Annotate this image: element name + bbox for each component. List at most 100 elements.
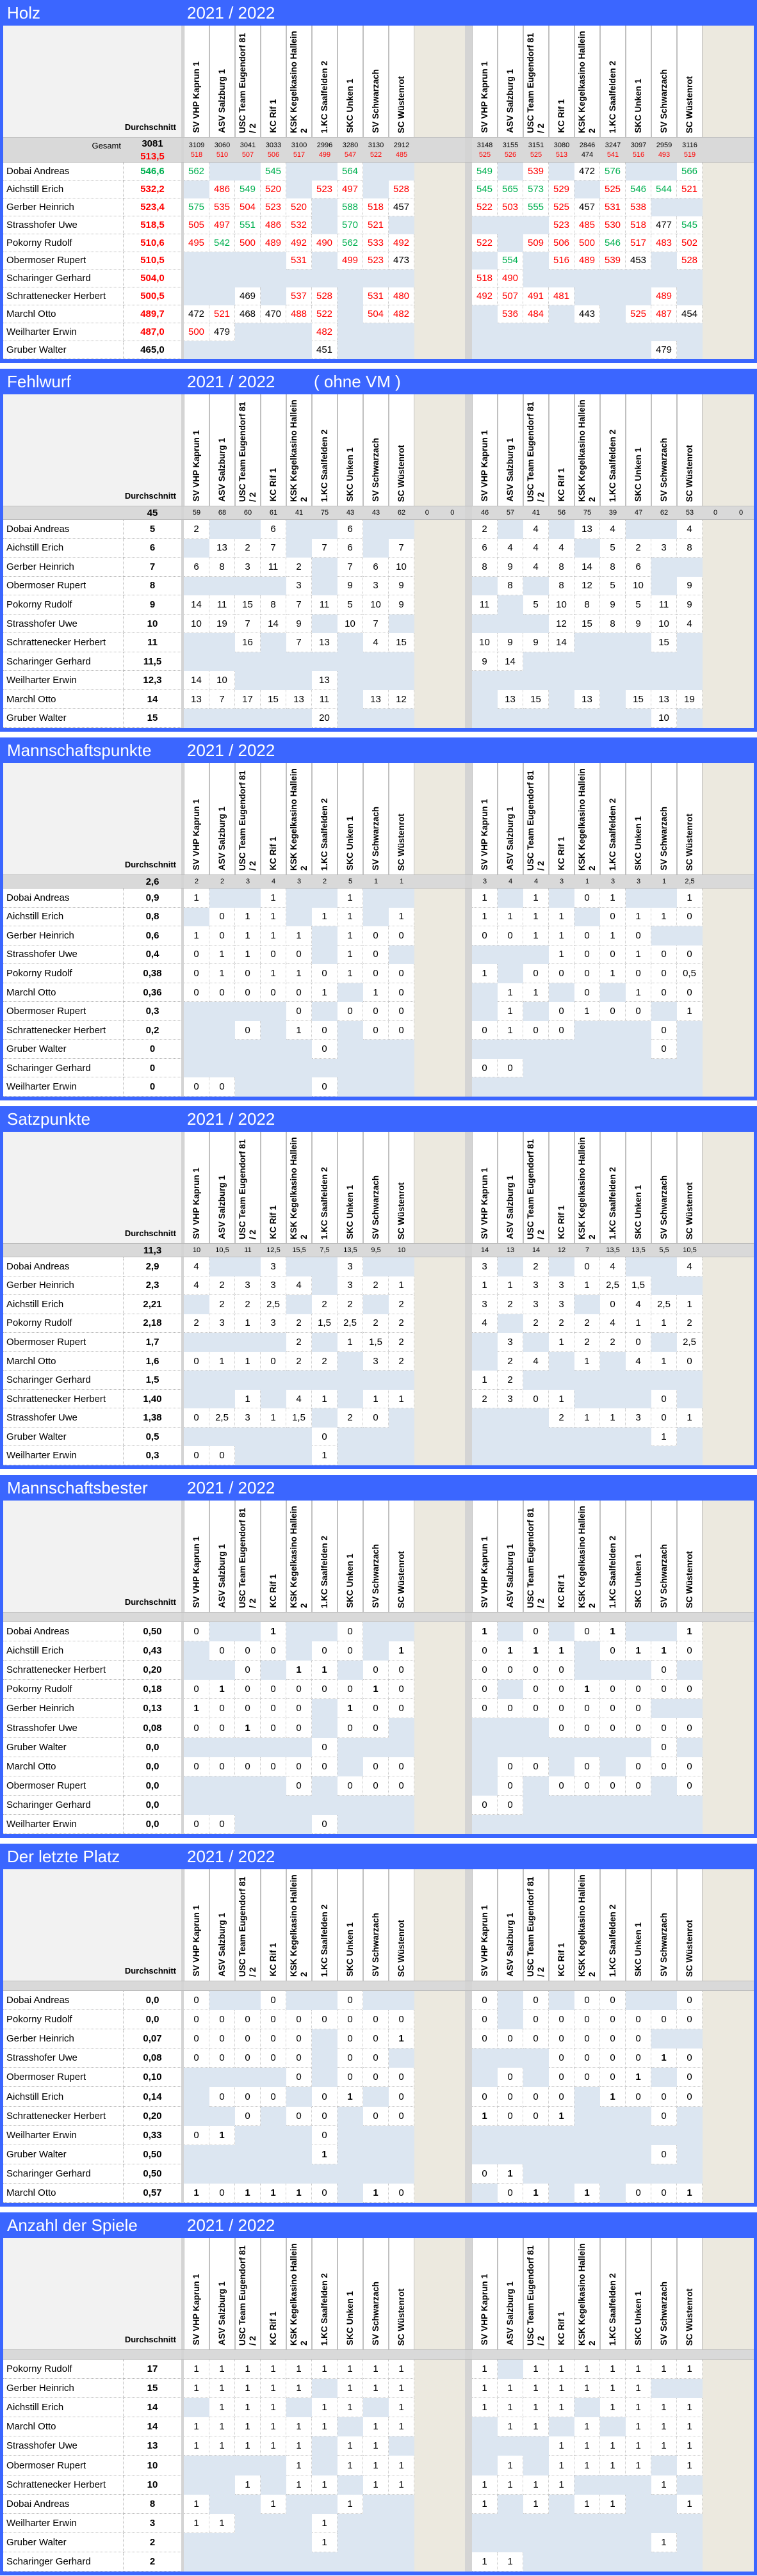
- empty-cell: [677, 2532, 703, 2552]
- team-total-value: 9,5: [371, 1246, 381, 1254]
- team-total-value: 11: [244, 1246, 252, 1254]
- result-cell: 0: [523, 1991, 549, 2011]
- season-label: 2021 / 2022: [187, 3, 275, 22]
- player-row: Obermoser Rupert 0,3 0 0 0 0 1 0 1 0 0 1: [3, 1002, 754, 1021]
- spacer: [703, 983, 754, 1002]
- team-average-value: 499: [318, 150, 331, 159]
- team-total-value: 2959: [656, 141, 672, 149]
- team-total: 13: [498, 1244, 523, 1257]
- result-cell: 0: [523, 1699, 549, 1719]
- spacer: [703, 671, 754, 690]
- result-cell: 1: [338, 889, 363, 908]
- team-name: ASV Salzburg 1: [505, 69, 515, 133]
- half-separator: [465, 2145, 472, 2164]
- team-name: ASV Salzburg 1: [217, 1544, 227, 1608]
- empty-cell: [549, 1622, 574, 1642]
- team-name: KC Rif 1: [268, 99, 278, 133]
- column-separator: [181, 671, 184, 690]
- first-round-team-header: 1.KC Saalfelden 2: [312, 2238, 338, 2349]
- half-separator: [465, 964, 472, 983]
- empty-cell: [498, 1680, 523, 1700]
- player-name: Marchl Otto: [3, 305, 124, 324]
- result-cell: 1: [312, 2532, 338, 2552]
- result-cell: 0: [523, 1622, 549, 1642]
- team-total-value: 3: [297, 878, 302, 885]
- spacer: [414, 1446, 465, 1466]
- player-average: 6: [124, 539, 181, 558]
- team-name: KSK Kegelkasino Hallein 2: [289, 768, 309, 871]
- second-round-team-header: USC Team Eugendorf 81 / 2: [523, 394, 549, 506]
- result-cell: 1: [677, 1622, 703, 1642]
- team-total-value: 60: [243, 509, 252, 517]
- empty-cell: [184, 633, 209, 652]
- header-label-area: Durchschnitt: [3, 2238, 181, 2349]
- result-cell: 4: [549, 538, 574, 558]
- result-cell: 0: [574, 1991, 600, 2011]
- empty-cell: [184, 341, 209, 359]
- result-cell: 1: [549, 2475, 574, 2495]
- result-cell: 0: [600, 2049, 626, 2068]
- column-separator: [181, 1869, 184, 1981]
- result-cell: 0: [235, 1020, 261, 1040]
- column-separator: [181, 305, 184, 324]
- team-total: 2: [184, 875, 209, 888]
- half-separator: [465, 1661, 472, 1680]
- spacer: [414, 138, 465, 162]
- result-cell: 0: [312, 1040, 338, 1059]
- result-cell: 0: [549, 2068, 574, 2088]
- player-average: 0,2: [124, 1021, 181, 1040]
- result-cell: 7: [338, 558, 363, 577]
- team-name: KSK Kegelkasino Hallein 2: [289, 31, 309, 133]
- result-cell: 7: [389, 538, 414, 558]
- result-cell: 6: [261, 520, 286, 539]
- empty-cell: [338, 2475, 363, 2495]
- header-label-area: Durchschnitt: [3, 763, 181, 874]
- empty-cell: [184, 1641, 209, 1661]
- result-cell: 1: [363, 2436, 389, 2456]
- team-total: [235, 2350, 261, 2359]
- empty-cell: [677, 2164, 703, 2184]
- result-cell: 9: [389, 576, 414, 596]
- result-cell: 0: [261, 1718, 286, 1738]
- result-cell: 1: [498, 1641, 523, 1661]
- result-cell: 1: [209, 2360, 235, 2379]
- result-cell: 0: [209, 2010, 235, 2030]
- empty-cell: [184, 1661, 209, 1680]
- result-cell: 13: [651, 689, 677, 709]
- empty-cell: [498, 889, 523, 908]
- team-name: USC Team Eugendorf 81 / 2: [238, 1508, 257, 1608]
- empty-cell: [472, 689, 498, 709]
- column-separator: [181, 1295, 184, 1314]
- team-name: SKC Unken 1: [633, 447, 643, 502]
- player-row: Marchl Otto 489,7 472 521 468 470 488 522 504 482…: [3, 305, 754, 324]
- team-total: 4: [498, 875, 523, 888]
- second-round-team-header: SV VHP Kaprun 1: [472, 2238, 498, 2349]
- team-total-value: 14: [480, 1246, 489, 1254]
- result-cell: 12: [574, 576, 600, 596]
- empty-cell: [626, 2164, 651, 2184]
- result-cell: 0: [363, 1718, 389, 1738]
- team-total-value: 15,5: [292, 1246, 306, 1254]
- first-round-team-header: KSK Kegelkasino Hallein 2: [286, 26, 312, 137]
- player-row: Weilharter Erwin 0,0 0 0 0: [3, 1814, 754, 1835]
- spacer: [414, 1501, 465, 1612]
- result-cell: 1: [209, 2125, 235, 2145]
- team-total: 3148 525: [472, 138, 498, 162]
- empty-cell: [363, 323, 389, 342]
- result-cell: 1: [338, 964, 363, 983]
- result-cell: 486: [261, 216, 286, 234]
- empty-cell: [523, 2532, 549, 2552]
- result-cell: 1: [312, 2475, 338, 2495]
- team-total: 3151 525: [523, 138, 549, 162]
- empty-cell: [626, 1737, 651, 1757]
- result-cell: 0: [523, 2087, 549, 2107]
- result-cell: 1: [338, 1699, 363, 1719]
- second-round-team-header: SC Wüstenrot: [677, 2238, 703, 2349]
- half-separator: [465, 2164, 472, 2184]
- team-total: [338, 1981, 363, 1990]
- spacer: [414, 633, 465, 652]
- result-cell: 1: [651, 1351, 677, 1371]
- column-separator: [181, 2125, 184, 2145]
- team-name: KSK Kegelkasino Hallein 2: [577, 399, 597, 502]
- empty-cell: [184, 1058, 209, 1078]
